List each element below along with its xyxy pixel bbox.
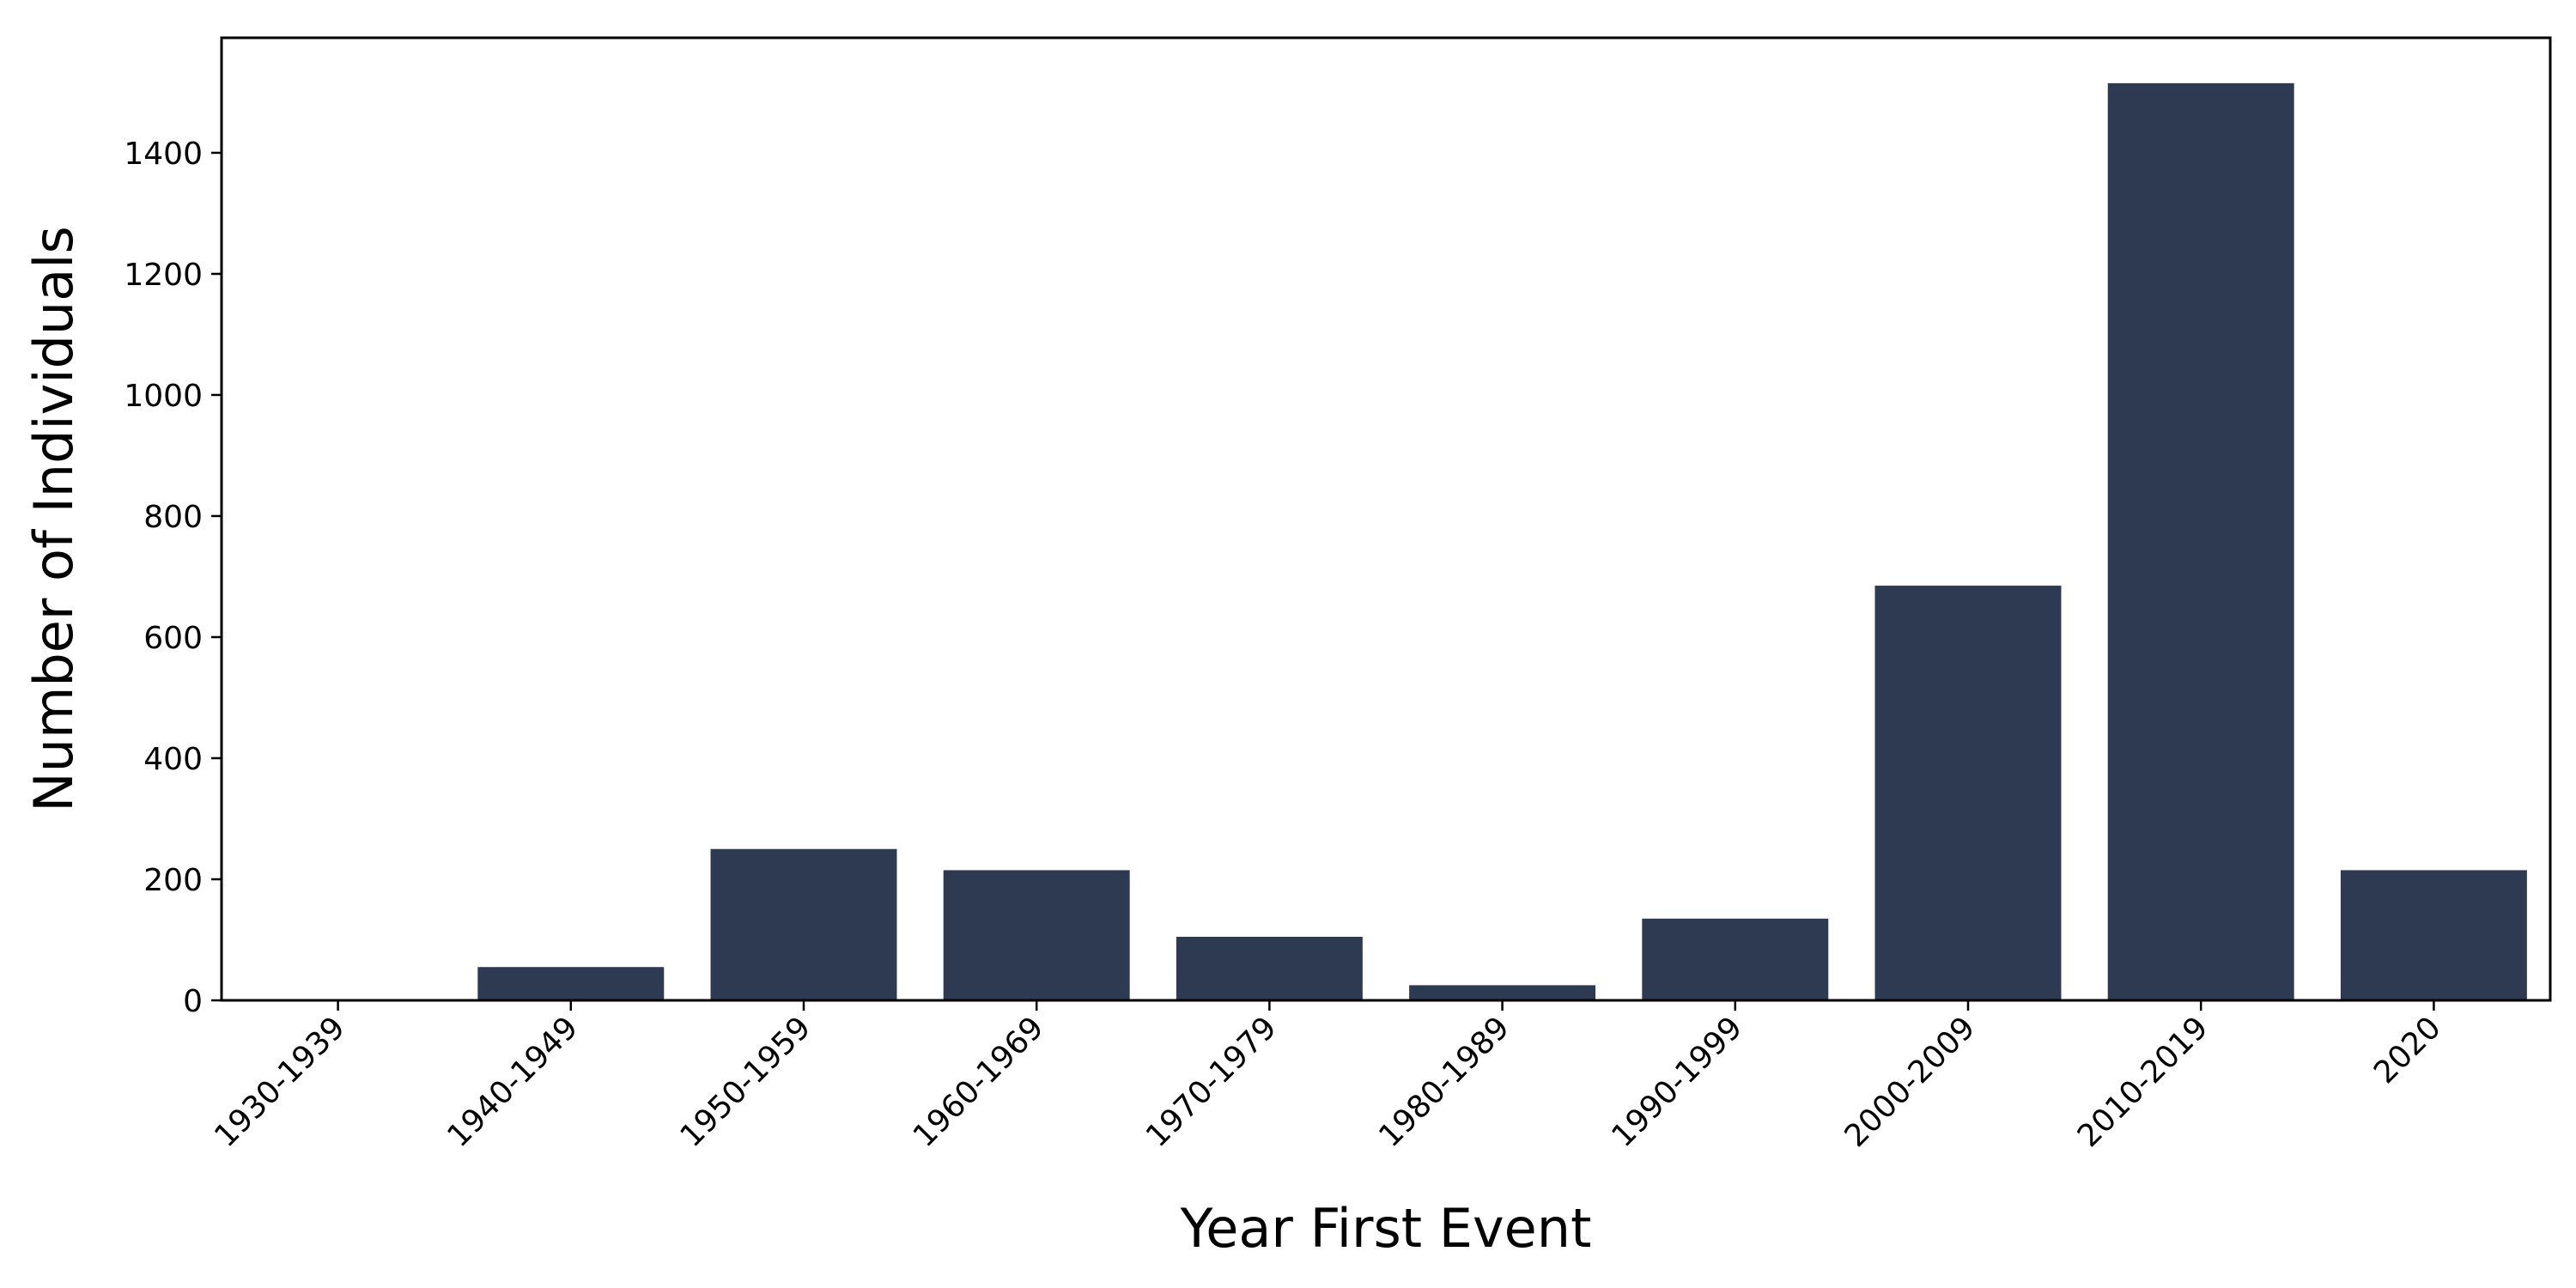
x-tick-label: 2010-2019 bbox=[2071, 1010, 2215, 1154]
y-tick-label: 400 bbox=[143, 742, 203, 777]
x-tick-label: 2000-2009 bbox=[1838, 1010, 1983, 1154]
bar-1990-1999 bbox=[1642, 918, 1829, 1000]
bar-1940-1949 bbox=[477, 967, 665, 1000]
bar-1950-1959 bbox=[710, 848, 897, 1000]
x-axis-ticks: 1930-1939 1940-1949 1950-1959 1960-1969 1970… bbox=[208, 1000, 2448, 1154]
y-tick-label: 600 bbox=[143, 621, 203, 656]
y-axis-title: Number of Individuals bbox=[22, 226, 85, 811]
x-axis-title: Year First Event bbox=[1180, 1197, 1592, 1260]
y-tick-label: 1000 bbox=[124, 379, 203, 414]
x-tick-label: 1980-1989 bbox=[1372, 1010, 1516, 1154]
y-tick-label: 1400 bbox=[124, 137, 203, 172]
x-tick-label: 1940-1949 bbox=[440, 1010, 585, 1154]
bar-1980-1989 bbox=[1409, 985, 1596, 1000]
bars bbox=[245, 82, 2527, 1001]
y-tick-label: 200 bbox=[143, 863, 203, 898]
y-tick-label: 0 bbox=[183, 984, 203, 1019]
bar-2010-2019 bbox=[2107, 82, 2294, 1001]
x-tick-label: 1950-1959 bbox=[674, 1010, 818, 1154]
bar-1970-1979 bbox=[1176, 936, 1363, 1000]
x-tick-label: 2020 bbox=[2367, 1010, 2448, 1091]
bar-2000-2009 bbox=[1874, 586, 2062, 1000]
y-axis-ticks: 0 200 400 600 800 1000 1200 1400 bbox=[124, 137, 222, 1019]
y-tick-label: 1200 bbox=[124, 258, 203, 293]
x-tick-label: 1990-1999 bbox=[1605, 1010, 1749, 1154]
plot-frame bbox=[220, 36, 2552, 1002]
x-tick-label: 1960-1969 bbox=[907, 1010, 1051, 1154]
bar-2020 bbox=[2340, 870, 2527, 1000]
y-tick-label: 800 bbox=[143, 500, 203, 535]
x-tick-label: 1930-1939 bbox=[208, 1010, 352, 1154]
x-tick-label: 1970-1979 bbox=[1139, 1010, 1284, 1154]
bar-1960-1969 bbox=[943, 870, 1130, 1000]
